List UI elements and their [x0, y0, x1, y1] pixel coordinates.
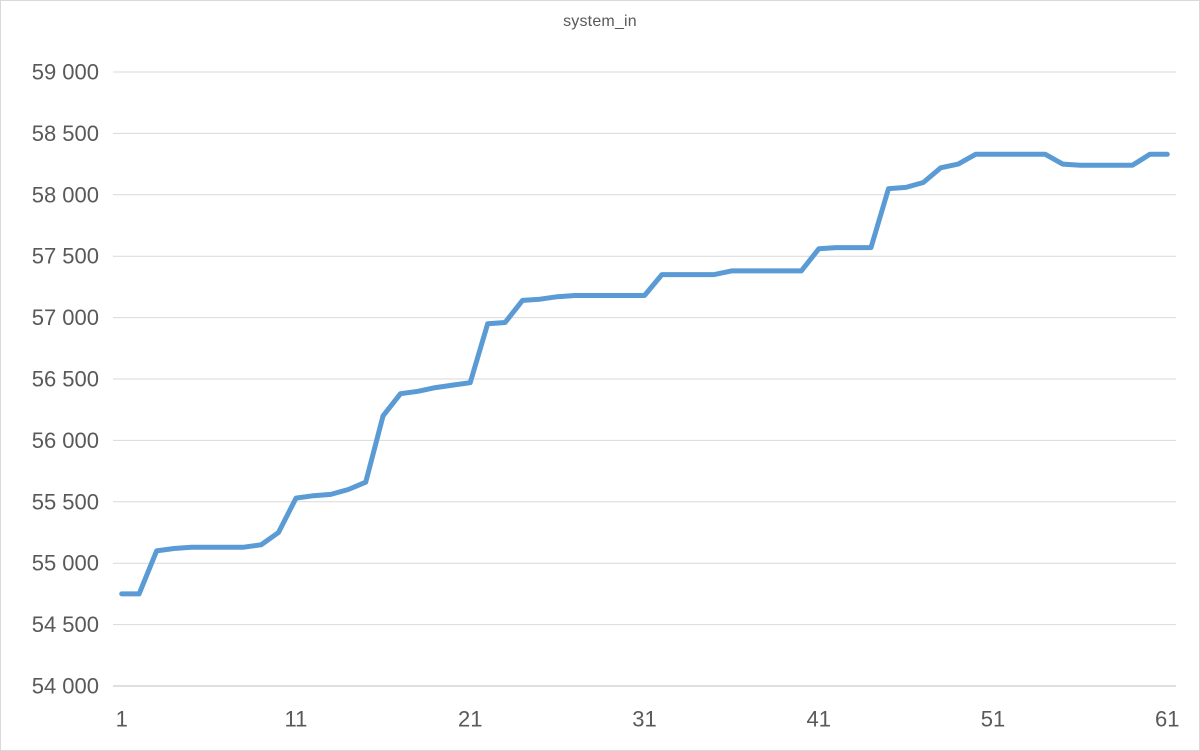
x-tick-label: 21: [458, 707, 482, 732]
x-tick-label: 41: [807, 707, 831, 732]
y-tick-label: 55 500: [32, 489, 99, 514]
y-tick-label: 59 000: [32, 60, 99, 85]
y-tick-label: 58 500: [32, 121, 99, 146]
series-line: [119, 151, 1170, 597]
y-tick-label: 57 000: [32, 305, 99, 330]
y-tick-label: 56 500: [32, 367, 99, 392]
x-tick-label: 1: [116, 707, 128, 732]
y-tick-label: 54 500: [32, 612, 99, 637]
x-tick-label: 51: [981, 707, 1005, 732]
y-tick-label: 57 500: [32, 244, 99, 269]
y-tick-label: 56 000: [32, 428, 99, 453]
y-tick-label: 54 000: [32, 674, 99, 699]
x-tick-label: 61: [1155, 707, 1179, 732]
y-tick-label: 58 000: [32, 182, 99, 207]
x-tick-label: 31: [632, 707, 656, 732]
chart-title: system_in: [563, 13, 637, 30]
y-tick-label: 55 000: [32, 551, 99, 576]
x-tick-label: 11: [285, 707, 308, 732]
